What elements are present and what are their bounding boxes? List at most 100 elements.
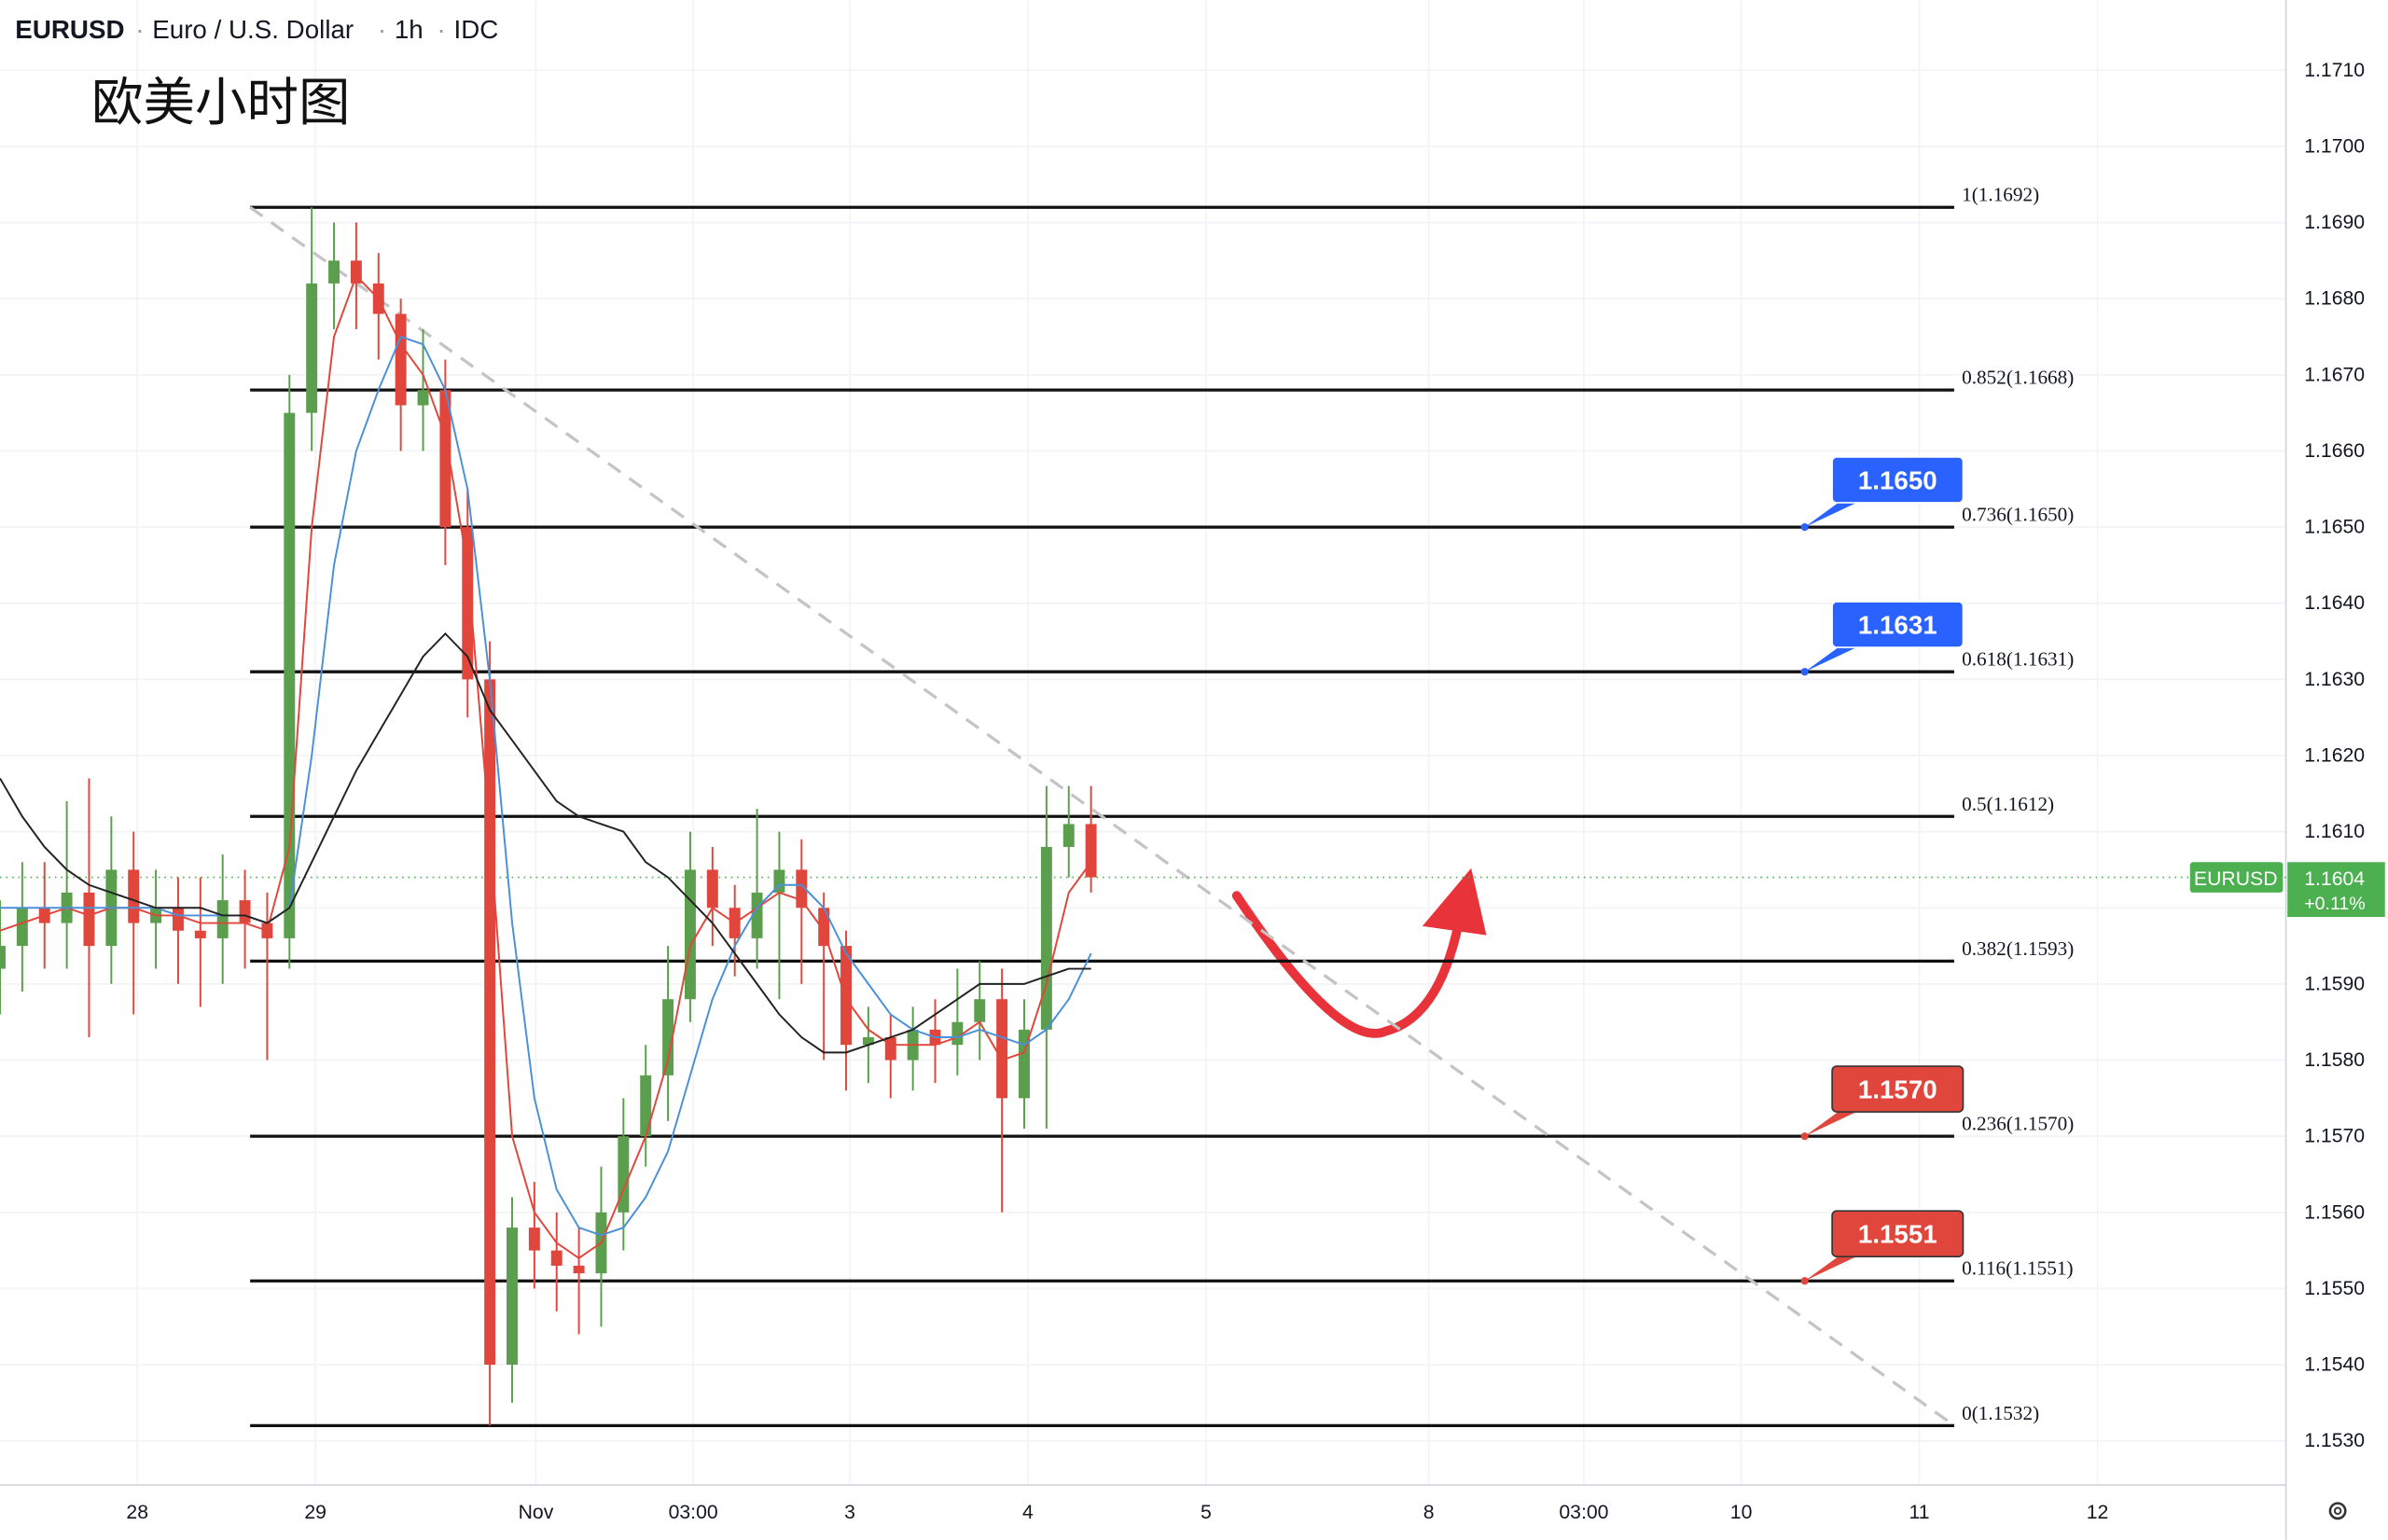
candle-body <box>684 869 696 1000</box>
fib-label: 0.736(1.1650) <box>1962 504 2074 526</box>
candle-body <box>306 283 318 413</box>
candle-body <box>884 1037 896 1061</box>
callout-box <box>1831 456 1965 504</box>
callout-anchor <box>1800 1132 1809 1141</box>
candle-body <box>172 908 184 931</box>
candle-body <box>573 1265 585 1274</box>
candle-body <box>239 900 251 923</box>
candle-body <box>862 1037 874 1046</box>
trendline <box>249 205 1955 1427</box>
x-tick-label: 8 <box>1423 1502 1435 1523</box>
symbol-name: Euro / U.S. Dollar <box>152 15 354 44</box>
candle-body <box>350 260 362 284</box>
x-tick-label: 10 <box>1730 1502 1753 1523</box>
y-tick-label: 1.1610 <box>2304 821 2365 842</box>
x-tick-label: 28 <box>126 1502 148 1523</box>
y-tick-label: 1.1540 <box>2304 1354 2365 1376</box>
callout-box <box>1831 1210 1965 1257</box>
callout-box <box>1831 1065 1965 1113</box>
y-tick-label: 1.1650 <box>2304 517 2365 538</box>
candle-body <box>284 412 296 938</box>
candle-body <box>0 946 6 969</box>
y-tick-label: 1.1580 <box>2304 1049 2365 1071</box>
last-price: 1.1604 <box>2304 868 2365 890</box>
candle-body <box>640 1075 652 1137</box>
separator: · <box>437 15 446 44</box>
candle-body <box>128 869 140 923</box>
x-tick-label: 03:00 <box>669 1502 718 1523</box>
candle-body <box>194 930 206 938</box>
y-tick-label: 1.1560 <box>2304 1201 2365 1223</box>
candle-body <box>974 999 986 1022</box>
y-tick-label: 1.1550 <box>2304 1278 2365 1299</box>
candle-body <box>484 679 496 1366</box>
y-tick-label: 1.1700 <box>2304 135 2365 157</box>
candle-body <box>1085 824 1097 878</box>
candle-body <box>796 869 808 909</box>
candle-body <box>16 908 28 947</box>
candle-body <box>751 892 763 938</box>
x-tick-label: 4 <box>1022 1502 1034 1523</box>
x-tick-label: Nov <box>519 1502 554 1523</box>
fib-label: 0(1.1532) <box>1962 1402 2039 1424</box>
y-tick-label: 1.1640 <box>2304 592 2365 614</box>
y-tick-label: 1.1630 <box>2304 669 2365 690</box>
fib-label: 0.116(1.1551) <box>1962 1257 2073 1280</box>
separator: · <box>378 15 386 44</box>
callout-pointer <box>1804 1112 1857 1137</box>
moving-average <box>0 273 1092 1259</box>
candle-body <box>996 999 1008 1099</box>
y-tick-label: 1.1530 <box>2304 1430 2365 1451</box>
candle-body <box>1040 846 1052 1030</box>
grid <box>0 0 2286 1486</box>
callout-anchor <box>1800 1277 1809 1285</box>
candle-body <box>462 527 474 680</box>
callout-box <box>1831 601 1965 648</box>
last-symbol: EURUSD <box>2194 868 2278 890</box>
candle-body <box>662 999 674 1075</box>
y-tick-label: 1.1570 <box>2304 1126 2365 1147</box>
source: IDC <box>454 15 499 44</box>
candle-body <box>550 1250 562 1266</box>
callout-label: 1.1631 <box>1858 610 1937 639</box>
callout-label: 1.1570 <box>1858 1075 1937 1103</box>
callout-anchor <box>1800 523 1809 532</box>
x-tick-label: 3 <box>844 1502 855 1523</box>
candle-body <box>439 390 451 528</box>
candle-body <box>1019 1029 1030 1099</box>
moving-average <box>0 335 1092 1237</box>
arrow-head <box>1422 867 1487 936</box>
fib-label: 1(1.1692) <box>1962 184 2039 206</box>
candle-body <box>951 1021 964 1046</box>
y-tick-label: 1.1710 <box>2304 60 2365 81</box>
callout-label: 1.1551 <box>1858 1219 1937 1248</box>
y-tick-label: 1.1660 <box>2304 440 2365 462</box>
candle-body <box>395 313 407 406</box>
candle-body <box>507 1228 518 1366</box>
fib-label: 0.852(1.1668) <box>1962 367 2074 389</box>
last-change: +0.11% <box>2304 894 2366 914</box>
candle-body <box>1062 824 1075 847</box>
interval: 1h <box>395 15 423 44</box>
callout-pointer <box>1804 647 1857 673</box>
separator: · <box>135 15 144 44</box>
candle-body <box>83 892 95 947</box>
x-tick-label: 5 <box>1201 1502 1212 1523</box>
x-tick-label: 11 <box>1909 1502 1930 1523</box>
callout-label: 1.1650 <box>1858 465 1937 494</box>
settings-icon[interactable] <box>2328 1502 2347 1520</box>
symbol: EURUSD <box>15 15 124 44</box>
candle-body <box>840 946 853 1046</box>
y-tick-label: 1.1670 <box>2304 364 2365 385</box>
fib-label: 0.236(1.1570) <box>1962 1113 2074 1135</box>
y-tick-label: 1.1620 <box>2304 745 2365 767</box>
annotation: 欧美小时图 <box>91 73 351 133</box>
candle-body <box>773 869 785 893</box>
candle-body <box>818 908 830 947</box>
last-price-tag <box>2287 862 2385 918</box>
y-tick-label: 1.1680 <box>2304 288 2365 310</box>
candle-body <box>328 260 340 284</box>
candle-body <box>528 1228 540 1251</box>
x-tick-label: 03:00 <box>1559 1502 1608 1523</box>
last-symbol-tag <box>2189 862 2284 893</box>
